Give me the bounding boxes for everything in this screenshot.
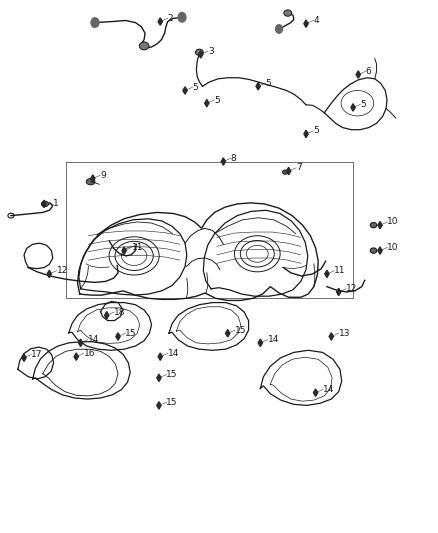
Polygon shape [314, 389, 318, 397]
Text: 17: 17 [32, 350, 43, 359]
Text: 16: 16 [84, 349, 95, 358]
Text: 8: 8 [231, 154, 237, 163]
Polygon shape [304, 20, 308, 27]
Ellipse shape [139, 42, 149, 50]
Text: 15: 15 [125, 329, 137, 338]
Text: 5: 5 [214, 95, 220, 104]
Polygon shape [74, 353, 78, 360]
Text: 10: 10 [388, 217, 399, 227]
Ellipse shape [370, 222, 377, 228]
Polygon shape [256, 83, 260, 90]
Polygon shape [226, 329, 230, 337]
Polygon shape [336, 288, 341, 296]
Text: 14: 14 [323, 385, 334, 394]
Circle shape [178, 12, 186, 22]
Polygon shape [205, 100, 209, 107]
Text: 11: 11 [131, 243, 143, 252]
Text: 5: 5 [360, 100, 366, 109]
Text: 14: 14 [88, 335, 99, 344]
Polygon shape [22, 354, 26, 361]
Polygon shape [158, 353, 162, 360]
Ellipse shape [370, 248, 377, 253]
Polygon shape [157, 374, 161, 382]
Text: 5: 5 [265, 78, 271, 87]
Polygon shape [329, 333, 333, 340]
Polygon shape [378, 221, 382, 229]
Text: 14: 14 [268, 335, 279, 344]
Polygon shape [258, 339, 262, 346]
Circle shape [276, 25, 283, 33]
Text: 9: 9 [100, 171, 106, 180]
Polygon shape [286, 167, 291, 175]
Text: 12: 12 [57, 266, 68, 275]
Polygon shape [198, 51, 203, 58]
Circle shape [91, 18, 99, 27]
Polygon shape [122, 247, 126, 254]
Polygon shape [47, 270, 51, 278]
Polygon shape [221, 158, 226, 165]
Text: 13: 13 [339, 329, 350, 338]
Text: 15: 15 [235, 326, 247, 335]
Ellipse shape [195, 49, 203, 55]
Text: 2: 2 [168, 14, 173, 23]
Text: 5: 5 [314, 126, 319, 135]
Text: 15: 15 [166, 370, 178, 379]
Polygon shape [42, 200, 46, 208]
Polygon shape [356, 71, 360, 78]
Polygon shape [378, 247, 382, 254]
Text: 3: 3 [208, 47, 214, 56]
Polygon shape [325, 270, 329, 278]
Text: 5: 5 [192, 83, 198, 92]
Text: 1: 1 [53, 199, 59, 208]
Polygon shape [91, 175, 95, 182]
Text: 4: 4 [314, 16, 319, 25]
Ellipse shape [42, 201, 48, 207]
Polygon shape [105, 312, 109, 319]
Polygon shape [351, 104, 355, 111]
Ellipse shape [283, 170, 288, 174]
Text: 15: 15 [166, 398, 178, 407]
Text: 7: 7 [296, 164, 302, 172]
Text: 12: 12 [346, 284, 357, 293]
Polygon shape [158, 18, 162, 25]
Polygon shape [116, 333, 120, 340]
Polygon shape [157, 402, 161, 409]
Text: 18: 18 [114, 308, 126, 317]
Text: 6: 6 [366, 67, 371, 76]
Ellipse shape [86, 179, 95, 185]
Polygon shape [78, 339, 83, 346]
Text: 11: 11 [334, 266, 346, 275]
Polygon shape [304, 130, 308, 138]
Text: 10: 10 [388, 243, 399, 252]
Polygon shape [183, 87, 187, 94]
Text: 14: 14 [168, 349, 179, 358]
Ellipse shape [284, 10, 292, 16]
